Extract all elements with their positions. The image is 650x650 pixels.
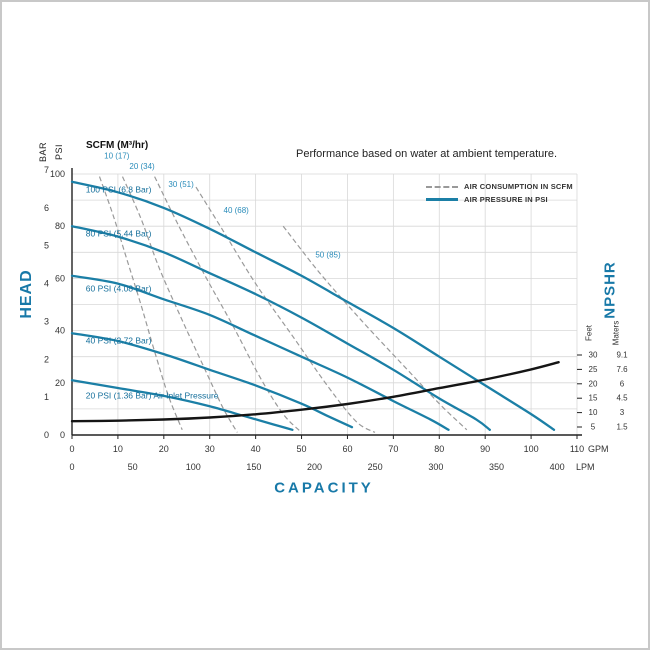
bar-tick-label: 4 (44, 279, 49, 289)
bar-axis-unit: BAR (38, 141, 48, 163)
gpm-tick-label: 60 (342, 444, 352, 454)
meters-tick-label: 9.1 (616, 351, 628, 360)
gpm-axis-unit: GPM (588, 444, 609, 454)
feet-tick-label: 15 (589, 394, 598, 403)
lpm-tick-label: 150 (246, 462, 261, 472)
pressure-curve-label: 40 PSI (2.72 Bar) (86, 336, 152, 346)
feet-axis-unit: Feet (584, 324, 594, 342)
head-axis-title: HEAD (18, 269, 35, 319)
lpm-tick-label: 200 (307, 462, 322, 472)
gpm-tick-label: 70 (388, 444, 398, 454)
lpm-tick-label: 400 (550, 462, 565, 472)
gpm-tick-label: 40 (251, 444, 261, 454)
meters-tick-label: 6 (620, 379, 625, 388)
air-curve-label: 10 (17) (104, 151, 130, 160)
solid-line-swatch (426, 198, 458, 201)
gpm-tick-label: 10 (113, 444, 123, 454)
lpm-tick-label: 250 (368, 462, 383, 472)
feet-tick-label: 20 (589, 379, 598, 388)
gpm-tick-label: 30 (205, 444, 215, 454)
air-consumption-curve (121, 176, 238, 433)
air-curve-label: 30 (51) (168, 180, 194, 189)
bar-tick-label: 0 (44, 430, 49, 440)
feet-tick-label: 10 (589, 408, 598, 417)
air-curve-label: 20 (34) (129, 162, 155, 171)
pressure-curve-label: 100 PSI (6.8 Bar) (86, 184, 152, 194)
legend: AIR CONSUMPTION IN SCFM AIR PRESSURE IN … (426, 180, 573, 206)
scfm-header: SCFM (M³/hr) (86, 140, 149, 151)
psi-tick-label: 80 (55, 221, 65, 231)
air-consumption-curve (282, 225, 468, 431)
gpm-tick-label: 50 (297, 444, 307, 454)
feet-tick-label: 5 (591, 423, 596, 432)
air-consumption-curve (195, 186, 376, 433)
dashed-line-swatch (426, 185, 458, 188)
bar-tick-label: 2 (44, 354, 49, 364)
meters-axis-unit: Maters (611, 320, 621, 346)
lpm-tick-label: 350 (489, 462, 504, 472)
psi-tick-label: 60 (55, 273, 65, 283)
npshr-curve (70, 361, 560, 423)
feet-tick-label: 25 (589, 365, 598, 374)
air-consumption-curve (98, 176, 183, 431)
bar-tick-label: 1 (44, 392, 49, 402)
air-pressure-curve (70, 225, 491, 431)
air-pressure-curve (70, 274, 450, 431)
bar-tick-label: 6 (44, 203, 49, 213)
legend-label: AIR PRESSURE IN PSI (464, 195, 548, 204)
chart-title: Performance based on water at ambient te… (296, 148, 558, 160)
air-curve-label: 50 (85) (315, 251, 341, 260)
npshr-axis-title: NPSHR (601, 261, 619, 319)
psi-axis-unit: PSI (54, 143, 64, 161)
pressure-curve-label: 60 PSI (4.08 Bar) (86, 283, 152, 293)
capacity-axis-title: CAPACITY (274, 479, 374, 497)
legend-item-air-consumption: AIR CONSUMPTION IN SCFM (426, 180, 573, 193)
meters-tick-label: 3 (620, 408, 625, 417)
air-curve-label: 40 (68) (224, 206, 250, 215)
meters-tick-label: 7.6 (616, 365, 628, 374)
bar-tick-label: 5 (44, 241, 49, 251)
psi-tick-label: 40 (55, 326, 65, 336)
gpm-tick-label: 80 (434, 444, 444, 454)
lpm-tick-label: 100 (186, 462, 201, 472)
legend-item-air-pressure: AIR PRESSURE IN PSI (426, 193, 573, 206)
gpm-tick-label: 110 (570, 444, 584, 454)
air-pressure-curve (70, 379, 294, 431)
psi-tick-label: 100 (50, 169, 65, 179)
lpm-tick-label: 0 (69, 462, 74, 472)
gpm-tick-label: 0 (69, 444, 74, 454)
gpm-tick-label: 100 (524, 444, 539, 454)
feet-tick-label: 30 (589, 351, 598, 360)
lpm-tick-label: 300 (428, 462, 443, 472)
psi-tick-label: 0 (60, 430, 65, 440)
bar-tick-label: 3 (44, 316, 49, 326)
gpm-tick-label: 90 (480, 444, 490, 454)
meters-tick-label: 1.5 (616, 423, 628, 432)
meters-tick-label: 4.5 (616, 394, 628, 403)
air-pressure-curve (70, 332, 354, 429)
legend-label: AIR CONSUMPTION IN SCFM (464, 182, 573, 191)
gpm-tick-label: 20 (159, 444, 169, 454)
lpm-axis-unit: LPM (576, 462, 595, 472)
pressure-curve-label: 80 PSI (5.44 Bar) (86, 229, 152, 239)
bar-tick-label: 7 (44, 165, 49, 175)
psi-tick-label: 20 (55, 378, 65, 388)
air-pressure-curve (70, 180, 556, 431)
pressure-curve-label: 20 PSI (1.36 Bar) Air Inlet Pressure (86, 390, 219, 400)
lpm-tick-label: 50 (128, 462, 138, 472)
